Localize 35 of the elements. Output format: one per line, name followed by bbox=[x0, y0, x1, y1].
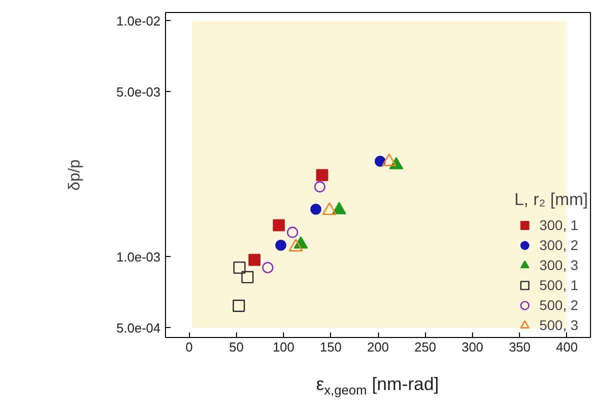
x-tick-label: 250 bbox=[414, 340, 436, 354]
point bbox=[275, 240, 286, 251]
point bbox=[316, 169, 328, 182]
y-axis-title: δp/p bbox=[66, 159, 84, 191]
point bbox=[286, 226, 298, 238]
point bbox=[248, 254, 260, 266]
legend-label: 500, 2 bbox=[539, 296, 578, 314]
legend-label: 500, 3 bbox=[539, 316, 578, 334]
legend-label: 300, 1 bbox=[539, 216, 578, 234]
point bbox=[272, 219, 285, 232]
x-tick-label: 300 bbox=[462, 340, 484, 354]
point bbox=[233, 261, 246, 274]
y-tick-label: 1.0e-03 bbox=[116, 249, 161, 264]
point bbox=[314, 181, 326, 192]
point bbox=[241, 270, 254, 284]
x-tick-label: 400 bbox=[556, 340, 578, 354]
y-tick-label: 5.0e-04 bbox=[116, 320, 161, 336]
y-tick-label: 1.0e-02 bbox=[116, 13, 161, 28]
x-tick-label: 350 bbox=[508, 340, 531, 354]
x-tick-label: 50 bbox=[229, 340, 244, 354]
y-tick-label: 5.0e-03 bbox=[116, 84, 161, 100]
x-tick-label: 0 bbox=[185, 340, 193, 354]
point bbox=[310, 204, 322, 215]
x-tick-label: 150 bbox=[320, 340, 342, 354]
point bbox=[374, 156, 386, 167]
legend-title: L, r₂ [mm] bbox=[514, 190, 588, 210]
legend-label: 300, 2 bbox=[539, 236, 578, 254]
point bbox=[232, 300, 245, 312]
point bbox=[382, 154, 396, 166]
x-axis-title: ε$_{x,geom}$ [nm-rad] bbox=[315, 373, 440, 400]
x-tick-label: 200 bbox=[367, 340, 389, 354]
x-tick-label: 100 bbox=[272, 340, 294, 354]
legend-label: 300, 3 bbox=[539, 256, 578, 274]
legend-label: 500, 1 bbox=[539, 276, 578, 294]
point bbox=[262, 262, 274, 274]
